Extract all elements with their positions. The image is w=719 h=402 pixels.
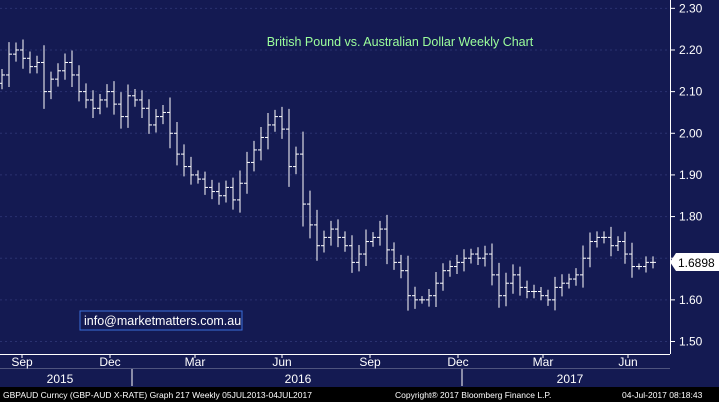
x-month-label: Dec [99,355,120,369]
y-tick-label: 2.00 [679,126,703,140]
x-month-label: Jun [272,355,291,369]
x-year-label: 2017 [557,372,584,386]
bottom-axis-band [0,354,719,387]
x-axis-ticks: Sep Dec Mar Jun Sep Dec Mar Jun 2015 2016 2017 [11,354,638,386]
x-month-label: Mar [533,355,554,369]
last-price-box [670,253,719,271]
y-tick-label: 1.90 [679,168,703,182]
text-box-label[interactable]: info@marketmatters.com.au [84,314,241,328]
last-price-label: 1.6898 [678,256,715,270]
footer-center: Copyright® 2017 Bloomberg Finance L.P. [395,390,551,400]
right-axis-band [670,0,719,354]
x-year-label: 2016 [285,372,312,386]
text-box[interactable]: info@marketmatters.com.au [79,310,243,331]
y-tick-label: 2.20 [679,43,703,57]
plot-area [0,0,670,354]
footer-right: 04-Jul-2017 08:18:43 [622,390,703,400]
x-month-label: Jun [618,355,637,369]
y-tick-label: 1.80 [679,210,703,224]
x-month-label: Mar [185,355,206,369]
y-tick-label: 1.60 [679,293,703,307]
y-tick-label: 2.10 [679,85,703,99]
y-tick-label: 1.50 [679,335,703,349]
x-month-label: Dec [447,355,468,369]
text-box-border [79,310,243,331]
price-bars [0,39,656,311]
x-year-label: 2015 [47,372,74,386]
x-month-label: Sep [359,355,381,369]
chart-title: British Pound vs. Australian Dollar Week… [267,35,534,49]
y-tick-label: 2.30 [679,1,703,15]
footer-left: GBPAUD Curncy (GBP-AUD X-RATE) Graph 217… [3,390,312,400]
last-price-marker: 1.6898 [670,253,719,271]
x-month-label: Sep [11,355,33,369]
